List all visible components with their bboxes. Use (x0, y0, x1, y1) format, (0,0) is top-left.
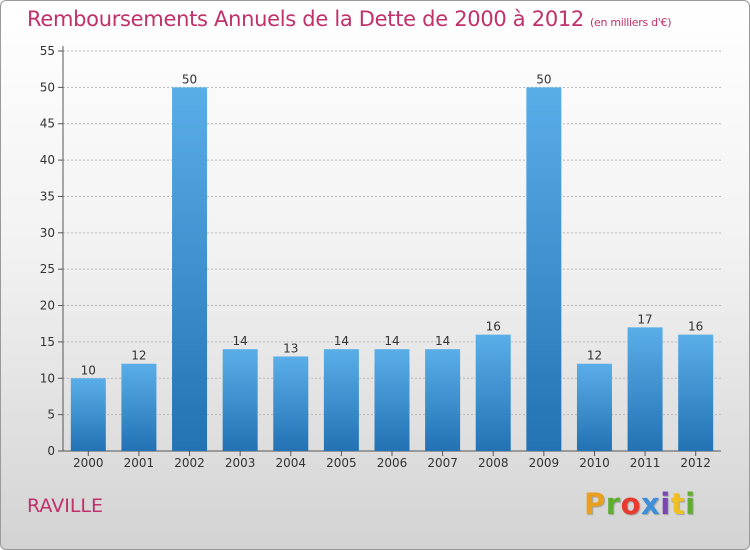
proxiti-logo[interactable]: Proxiti (584, 487, 696, 521)
y-tick-label: 35 (40, 189, 55, 203)
bar-2003 (222, 349, 258, 451)
y-tick-label: 55 (40, 44, 55, 58)
bar-value-label: 14 (233, 334, 248, 348)
chart-title-text: Remboursements Annuels de la Dette de 20… (27, 7, 584, 31)
y-tick-label: 40 (40, 153, 55, 167)
x-tick-label: 2001 (124, 456, 155, 470)
bar-value-label: 50 (182, 72, 197, 86)
x-tick-label: 2012 (680, 456, 711, 470)
bar-2005 (323, 349, 359, 451)
logo-letter: P (584, 487, 606, 521)
bar-2012 (678, 334, 714, 451)
y-tick-label: 0 (47, 444, 55, 458)
y-tick-label: 15 (40, 335, 55, 349)
logo-letter: r (605, 487, 621, 521)
bar-value-label: 17 (637, 312, 652, 326)
y-tick-label: 50 (40, 80, 55, 94)
bar-2001 (121, 363, 157, 451)
x-tick-label: 2007 (427, 456, 458, 470)
bar-value-label: 10 (81, 363, 96, 377)
bar-2011 (627, 327, 663, 451)
x-tick-label: 2000 (73, 456, 104, 470)
logo-letter: i (660, 487, 671, 521)
x-tick-label: 2006 (377, 456, 408, 470)
bar-2010 (576, 363, 612, 451)
x-tick-label: 2011 (630, 456, 661, 470)
x-tick-label: 2005 (326, 456, 357, 470)
bar-value-label: 12 (587, 349, 602, 363)
bar-2006 (374, 349, 410, 451)
logo-letter: o (620, 487, 642, 521)
bar-value-label: 12 (131, 349, 146, 363)
logo-letter: t (670, 487, 686, 521)
chart-unit: (en milliers d'€) (590, 16, 672, 29)
labels: 10 12 50 14 13 14 14 14 16 50 12 17 16 (81, 72, 704, 377)
bar-value-label: 16 (688, 320, 703, 334)
bar-2000 (70, 378, 106, 451)
bar-value-label: 13 (283, 341, 298, 355)
y-tick-label: 5 (47, 408, 55, 422)
y-tick-label: 10 (40, 371, 55, 385)
x-tick-label: 2010 (579, 456, 610, 470)
logo-letter: i (685, 487, 696, 521)
bar-2009 (526, 87, 562, 451)
y-tick-label: 45 (40, 117, 55, 131)
bar-value-label: 14 (384, 334, 399, 348)
bar-2002 (172, 87, 208, 451)
x-tick-label: 2003 (225, 456, 256, 470)
chart-title: Remboursements Annuels de la Dette de 20… (27, 7, 671, 31)
bar-2004 (273, 356, 309, 451)
bar-2007 (425, 349, 461, 451)
bars (70, 87, 714, 451)
bar-value-label: 14 (334, 334, 349, 348)
y-tick-label: 30 (40, 226, 55, 240)
bar-value-label: 50 (536, 72, 551, 86)
bar-value-label: 14 (435, 334, 450, 348)
y-tick-label: 20 (40, 299, 55, 313)
logo-letter: x (641, 487, 661, 521)
x-tick-label: 2008 (478, 456, 509, 470)
x-tick-label: 2002 (174, 456, 205, 470)
x-tick-label: 2009 (529, 456, 560, 470)
bar-2008 (475, 334, 511, 451)
y-tick-label: 25 (40, 262, 55, 276)
commune-name: RAVILLE (27, 495, 103, 517)
x-tick-label: 2004 (275, 456, 306, 470)
bar-value-label: 16 (486, 320, 501, 334)
